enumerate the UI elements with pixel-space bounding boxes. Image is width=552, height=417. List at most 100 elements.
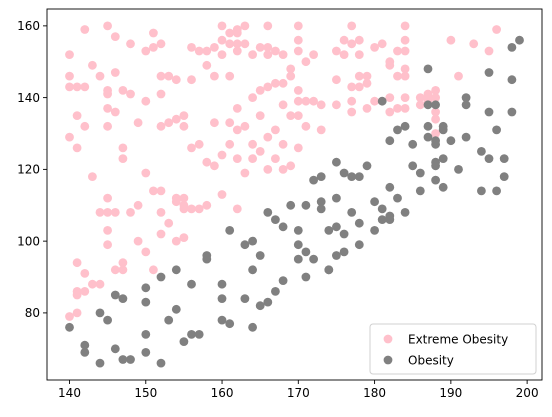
scatter-point (370, 197, 379, 207)
scatter-point (393, 125, 402, 135)
scatter-point (156, 358, 166, 368)
scatter-point (149, 43, 158, 52)
scatter-point (248, 50, 257, 59)
scatter-point (110, 344, 120, 354)
scatter-point (240, 240, 250, 250)
scatter-point (248, 265, 257, 275)
scatter-point (423, 132, 433, 142)
scatter-point (354, 82, 364, 92)
scatter-point (72, 258, 82, 268)
scatter-point (263, 50, 273, 59)
scatter-point (248, 93, 257, 102)
scatter-point (385, 107, 395, 117)
scatter-point (72, 111, 82, 120)
scatter-point (415, 168, 425, 178)
scatter-point (293, 21, 303, 31)
scatter-point (278, 165, 288, 174)
legend-marker (383, 355, 393, 365)
scatter-point (263, 132, 273, 142)
scatter-point (316, 204, 326, 214)
scatter-point (347, 96, 357, 106)
scatter-point (431, 175, 440, 185)
series-obesity (65, 35, 524, 368)
scatter-point (126, 208, 135, 217)
scatter-point (95, 71, 105, 81)
scatter-point (370, 43, 379, 52)
scatter-point (202, 254, 212, 264)
scatter-point (65, 71, 74, 81)
scatter-point (72, 290, 82, 300)
scatter-point (293, 226, 303, 235)
scatter-point (80, 287, 90, 296)
scatter-point (171, 197, 181, 207)
scatter-point (217, 50, 227, 59)
scatter-point (110, 290, 120, 300)
scatter-point (431, 114, 440, 124)
scatter-point (492, 25, 501, 34)
scatter-point (202, 157, 212, 167)
scatter-point (339, 229, 349, 239)
scatter-point (316, 100, 326, 110)
scatter-point (232, 204, 242, 214)
scatter-point (446, 35, 456, 45)
scatter-point (255, 147, 265, 156)
scatter-point (347, 107, 357, 117)
scatter-point (309, 96, 318, 106)
scatter-point (354, 71, 364, 81)
scatter-point (278, 50, 288, 59)
scatter-point (301, 57, 311, 67)
scatter-point (118, 265, 128, 275)
scatter-point (431, 139, 440, 149)
scatter-point (141, 46, 151, 56)
scatter-point (293, 46, 303, 56)
scatter-point (263, 82, 273, 92)
scatter-point (225, 226, 235, 235)
scatter-point (339, 168, 349, 178)
scatter-point (354, 35, 364, 45)
legend-box (369, 323, 537, 375)
scatter-point (377, 96, 387, 106)
scatter-point (377, 215, 387, 225)
scatter-point (423, 121, 433, 131)
scatter-point (156, 89, 166, 99)
scatter-point (232, 154, 242, 164)
scatter-point (271, 125, 280, 135)
scatter-point (149, 186, 158, 196)
scatter-point (110, 107, 120, 117)
scatter-point (255, 301, 265, 311)
scatter-point (354, 240, 364, 250)
scatter-point (141, 247, 151, 257)
scatter-point (286, 161, 296, 171)
x-tick-label: 160 (211, 386, 234, 400)
scatter-point (126, 89, 135, 99)
axis-ticks: 140 150 160 170 180 190 200 80 100 120 140 160 (17, 19, 538, 400)
scatter-point (149, 28, 158, 38)
scatter-point (133, 236, 143, 246)
scatter-point (110, 265, 120, 275)
scatter-point (484, 68, 494, 77)
scatter-point (240, 21, 250, 31)
scatter-point (217, 294, 227, 303)
scatter-point (95, 308, 105, 318)
scatter-point (164, 315, 174, 325)
scatter-point (156, 272, 166, 282)
scatter-point (194, 46, 204, 56)
scatter-point (347, 21, 357, 31)
scatter-point (400, 93, 410, 102)
scatter-point (515, 35, 524, 45)
legend-label: Extreme Obesity (408, 332, 508, 346)
scatter-point (431, 161, 440, 171)
scatter-point (499, 154, 509, 164)
scatter-point (225, 118, 235, 128)
scatter-point (400, 121, 410, 131)
scatter-point (141, 297, 151, 307)
scatter-point (316, 172, 326, 182)
scatter-point (232, 28, 242, 38)
scatter-point (278, 78, 288, 88)
scatter-point (95, 279, 105, 289)
scatter-point (72, 308, 82, 318)
scatter-point (103, 121, 112, 131)
scatter-point (370, 96, 379, 106)
scatter-point (286, 64, 296, 74)
scatter-point (179, 121, 189, 131)
